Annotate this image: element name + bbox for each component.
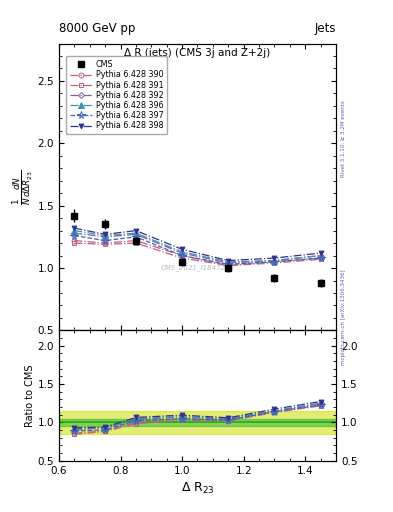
Text: 8000 GeV pp: 8000 GeV pp [59,22,135,35]
Text: Rivet 3.1.10, ≥ 3.2M events: Rivet 3.1.10, ≥ 3.2M events [341,100,346,177]
Y-axis label: $\frac{1}{N}\frac{dN}{d\Delta R_{23}}$: $\frac{1}{N}\frac{dN}{d\Delta R_{23}}$ [11,169,35,205]
Text: Jets: Jets [314,22,336,35]
Text: CMS_2021_I1847230: CMS_2021_I1847230 [160,264,235,271]
Bar [59,419,336,426]
Text: mcplots.cern.ch [arXiv:1306.3436]: mcplots.cern.ch [arXiv:1306.3436] [341,270,346,365]
Text: Δ R (jets) (CMS 3j and Z+2j): Δ R (jets) (CMS 3j and Z+2j) [124,48,271,58]
X-axis label: Δ R$_{23}$: Δ R$_{23}$ [181,481,214,496]
Legend: CMS, Pythia 6.428 390, Pythia 6.428 391, Pythia 6.428 392, Pythia 6.428 396, Pyt: CMS, Pythia 6.428 390, Pythia 6.428 391,… [66,56,167,135]
Bar [59,411,336,434]
Y-axis label: Ratio to CMS: Ratio to CMS [25,365,35,427]
